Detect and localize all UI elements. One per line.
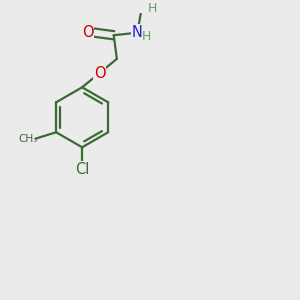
- Text: N: N: [132, 25, 143, 40]
- Text: H: H: [142, 30, 151, 43]
- Text: CH₃: CH₃: [18, 134, 38, 144]
- Text: Cl: Cl: [75, 162, 89, 177]
- Text: O: O: [82, 25, 93, 40]
- Text: H: H: [148, 2, 157, 15]
- Text: O: O: [94, 66, 105, 81]
